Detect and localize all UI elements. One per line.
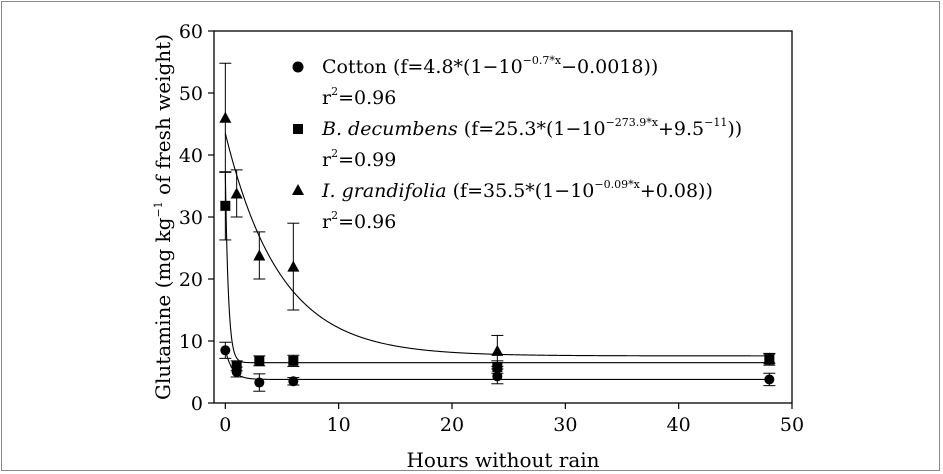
x-tick-label-0: 0 (219, 414, 231, 436)
legend-entry-cotton: Cotton (f=4.8*(1−10−0.7*x−0.0018)) (322, 54, 658, 78)
y-tick-label-40: 40 (179, 145, 203, 167)
legend-eq-ig-b: +0.08)) (640, 180, 713, 202)
legend-eq-ig-a: (f=35.5*(1−10 (447, 180, 595, 202)
r2-cotton-sup: 2 (331, 85, 338, 98)
legend-name-b-decumbens: B. decumbens (321, 118, 458, 140)
y-tick-label-30: 30 (179, 207, 203, 229)
legend-r2-i-grandifolia: r2=0.96 (322, 209, 396, 233)
y-axis-label-main: Glutamine (mg kg (151, 217, 175, 400)
x-tick-label-10: 10 (327, 414, 351, 436)
r2-ig-value: =0.96 (338, 211, 396, 233)
point-b-decumbens-0 (220, 200, 231, 211)
point-i-grandifolia-2 (253, 249, 266, 261)
x-axis-label: Hours without rain (406, 448, 599, 472)
point-b-decumbens-1 (231, 360, 242, 371)
point-cotton-4 (492, 371, 503, 382)
legend-marker-i-grandifolia (292, 184, 304, 195)
y-axis-label-sup: −1 (152, 201, 165, 217)
point-cotton-2 (254, 377, 265, 388)
legend-marker-b-decumbens (293, 124, 303, 134)
point-i-grandifolia-4 (491, 344, 504, 356)
data-points (219, 111, 776, 388)
legend-eq-bd-end: )) (727, 118, 742, 140)
y-axis-label: Glutamine (mg kg−1 of fresh weight) (151, 34, 175, 400)
r2-bd-r: r (322, 149, 332, 171)
y-axis-label-tail: of fresh weight) (151, 34, 175, 201)
legend-eq-cotton-exp: −0.7*x (523, 54, 562, 67)
x-tick-label-30: 30 (553, 414, 577, 436)
legend-eq-bd-exp: −273.9*x (606, 116, 659, 129)
point-cotton-5 (764, 374, 775, 385)
fit-curve-i-grandifolia (224, 133, 770, 357)
axes: 0 10 20 30 40 50 0 10 20 30 40 50 60 (179, 21, 804, 436)
r2-bd-sup: 2 (331, 147, 338, 160)
error-bars (219, 62, 776, 392)
legend-name-i-grandifolia: I. grandifolia (321, 180, 447, 202)
point-cotton-3 (288, 376, 299, 387)
r2-ig-sup: 2 (331, 209, 338, 222)
r2-bd-value: =0.99 (338, 149, 396, 171)
point-b-decumbens-3 (288, 355, 299, 366)
y-tick-label-50: 50 (179, 83, 203, 105)
legend-eq-cotton-a: (f=4.8*(1−10 (387, 56, 523, 78)
legend-marker-cotton (292, 61, 304, 73)
r2-ig-r: r (322, 211, 332, 233)
legend-entry-i-grandifolia: I. grandifolia (f=35.5*(1−10−0.09*x+0.08… (321, 178, 713, 202)
r2-cotton-value: =0.96 (338, 87, 396, 109)
legend-name-cotton: Cotton (322, 56, 387, 78)
point-b-decumbens-4 (492, 362, 503, 373)
point-i-grandifolia-3 (287, 260, 300, 272)
y-tick-label-10: 10 (179, 331, 203, 353)
x-tick-label-50: 50 (780, 414, 804, 436)
point-i-grandifolia-5 (763, 352, 776, 364)
x-tick-label-20: 20 (440, 414, 464, 436)
legend-eq-ig-exp: −0.09*x (594, 178, 640, 191)
r2-cotton-r: r (322, 87, 332, 109)
x-tick-label-40: 40 (667, 414, 691, 436)
legend-r2-b-decumbens: r2=0.99 (322, 147, 396, 171)
legend-r2-cotton: r2=0.96 (322, 85, 396, 109)
legend-eq-cotton-b: −0.0018)) (561, 56, 658, 78)
y-tick-label-0: 0 (191, 393, 203, 415)
y-tick-label-20: 20 (179, 269, 203, 291)
legend-entry-b-decumbens: B. decumbens (f=25.3*(1−10−273.9*x+9.5−1… (321, 116, 742, 140)
y-tick-label-60: 60 (179, 21, 203, 43)
legend-eq-bd-b: +9.5 (658, 118, 704, 140)
legend: Cotton (f=4.8*(1−10−0.7*x−0.0018)) r2=0.… (292, 54, 742, 233)
legend-eq-bd-a: (f=25.3*(1−10 (458, 118, 606, 140)
point-cotton-0 (220, 345, 231, 356)
point-b-decumbens-2 (254, 355, 265, 366)
legend-eq-bd-exp2: −11 (704, 116, 727, 129)
point-i-grandifolia-1 (230, 187, 243, 199)
plot-area (213, 30, 793, 404)
point-i-grandifolia-0 (219, 111, 232, 123)
